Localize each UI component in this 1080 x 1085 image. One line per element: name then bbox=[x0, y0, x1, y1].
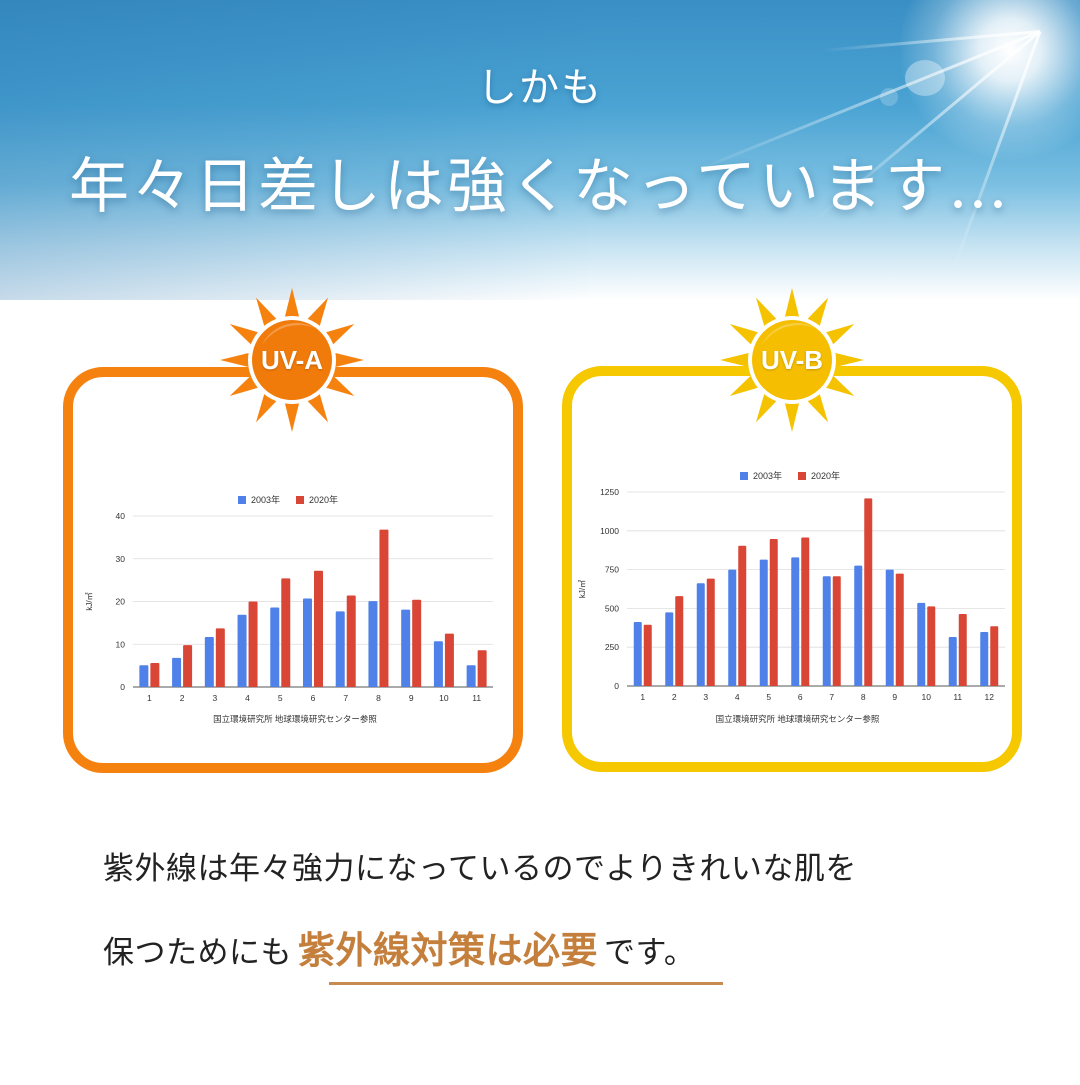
svg-text:5: 5 bbox=[766, 692, 771, 702]
svg-text:0: 0 bbox=[614, 681, 619, 691]
sun-icon bbox=[720, 288, 864, 432]
legend-item-2003: 2003年 bbox=[238, 493, 280, 506]
legend-item-2020: 2020年 bbox=[798, 469, 840, 482]
svg-text:10: 10 bbox=[922, 692, 932, 702]
uvb-chart: 2003年 2020年 0 250 500 750 1000 1250 kJ/㎡ 1 2 3 4 5 6… bbox=[578, 466, 1010, 728]
svg-text:9: 9 bbox=[892, 692, 897, 702]
svg-text:4: 4 bbox=[245, 693, 250, 703]
hero-banner: しかも 年々日差しは強くなっています… bbox=[0, 0, 1080, 300]
uva-card bbox=[63, 367, 523, 773]
legend-swatch-red bbox=[798, 471, 807, 480]
svg-text:10: 10 bbox=[116, 639, 126, 649]
svg-text:kJ/㎡: kJ/㎡ bbox=[85, 592, 94, 610]
svg-text:5: 5 bbox=[278, 693, 283, 703]
svg-text:kJ/㎡: kJ/㎡ bbox=[578, 580, 587, 598]
message-prefix: 保つためにも bbox=[103, 935, 292, 971]
svg-text:40: 40 bbox=[116, 511, 126, 521]
uvb-badge-label: UV-B bbox=[760, 344, 824, 375]
chart-source: 国立環境研究所 地球環境研究センター参照 bbox=[213, 714, 377, 724]
svg-text:8: 8 bbox=[861, 692, 866, 702]
svg-text:20: 20 bbox=[116, 597, 126, 607]
legend-item-2020: 2020年 bbox=[296, 493, 338, 506]
svg-text:9: 9 bbox=[409, 693, 414, 703]
svg-text:1: 1 bbox=[147, 693, 152, 703]
svg-text:0: 0 bbox=[120, 682, 125, 692]
legend-swatch-red bbox=[296, 495, 305, 504]
svg-text:3: 3 bbox=[703, 692, 708, 702]
svg-text:6: 6 bbox=[311, 693, 316, 703]
chart-legend: 2003年 2020年 bbox=[740, 469, 840, 482]
svg-text:2: 2 bbox=[672, 692, 677, 702]
legend-swatch-blue bbox=[238, 495, 246, 504]
svg-text:500: 500 bbox=[605, 603, 619, 613]
chart-legend: 2003年 2020年 bbox=[238, 493, 338, 506]
svg-text:6: 6 bbox=[798, 692, 803, 702]
svg-text:11: 11 bbox=[472, 693, 481, 703]
svg-text:30: 30 bbox=[116, 554, 126, 564]
message-line-1: 紫外線は年々強力になっているのでよりきれいな肌を bbox=[103, 851, 857, 887]
svg-text:12: 12 bbox=[985, 692, 995, 702]
uva-chart: 2003年 2020年 0 10 20 30 40 kJ/㎡ 1 2 3 4 5 6 7 8 9 10 11 国… bbox=[85, 488, 505, 728]
legend-swatch-blue bbox=[740, 471, 748, 480]
hero-title: 年々日差しは強くなっています… bbox=[69, 152, 1011, 222]
svg-text:3: 3 bbox=[212, 693, 217, 703]
svg-text:7: 7 bbox=[343, 693, 348, 703]
svg-text:10: 10 bbox=[439, 693, 449, 703]
legend-item-2003: 2003年 bbox=[740, 469, 782, 482]
uva-bar-plot: 0 10 20 30 40 kJ/㎡ 1 2 3 4 5 6 7 8 9 10 11 bbox=[85, 511, 493, 703]
uva-badge-label: UV-A bbox=[260, 344, 324, 375]
lens-flare bbox=[880, 88, 898, 106]
sun-icon bbox=[220, 288, 364, 432]
svg-text:8: 8 bbox=[376, 693, 381, 703]
svg-text:4: 4 bbox=[735, 692, 740, 702]
svg-text:1000: 1000 bbox=[600, 526, 619, 536]
emphasis-underline bbox=[329, 982, 723, 985]
uvb-badge: UV-B bbox=[717, 285, 867, 435]
svg-text:1250: 1250 bbox=[600, 487, 619, 497]
lens-flare bbox=[905, 60, 945, 96]
svg-text:11: 11 bbox=[953, 692, 962, 702]
chart-source: 国立環境研究所 地球環境研究センター参照 bbox=[715, 714, 880, 724]
uva-badge: UV-A bbox=[217, 285, 367, 435]
hero-subtitle: しかも bbox=[477, 65, 603, 111]
message-suffix: です。 bbox=[604, 935, 696, 971]
message-emphasis: 紫外線対策は必要 bbox=[298, 929, 598, 972]
svg-text:1: 1 bbox=[640, 692, 645, 702]
svg-text:250: 250 bbox=[605, 642, 619, 652]
message-line-2: 保つためにも 紫外線対策は必要 です。 bbox=[103, 920, 695, 974]
svg-text:2: 2 bbox=[180, 693, 185, 703]
svg-text:7: 7 bbox=[829, 692, 834, 702]
svg-text:750: 750 bbox=[605, 565, 619, 575]
